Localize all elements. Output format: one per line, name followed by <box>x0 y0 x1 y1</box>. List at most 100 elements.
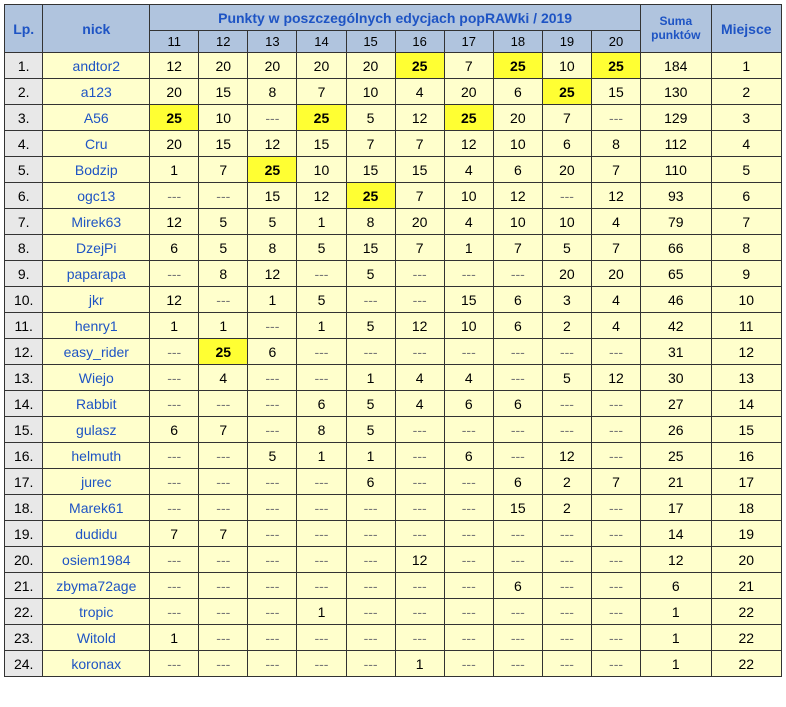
cell-value: 2 <box>542 495 591 521</box>
header-edition-20: 20 <box>591 31 640 53</box>
cell-value: 12 <box>395 105 444 131</box>
cell-value: 12 <box>591 365 640 391</box>
cell-value: --- <box>591 417 640 443</box>
cell-sum: 30 <box>641 365 711 391</box>
cell-value: 2 <box>542 469 591 495</box>
cell-value: --- <box>444 469 493 495</box>
cell-value: --- <box>542 417 591 443</box>
cell-value: 10 <box>297 157 346 183</box>
table-row: 12.easy_rider---256---------------------… <box>5 339 782 365</box>
cell-value: --- <box>444 573 493 599</box>
cell-value: --- <box>150 651 199 677</box>
cell-value: --- <box>542 573 591 599</box>
cell-value: --- <box>493 547 542 573</box>
cell-lp: 2. <box>5 79 43 105</box>
cell-value: --- <box>346 599 395 625</box>
cell-value: 5 <box>346 313 395 339</box>
cell-value: 7 <box>346 131 395 157</box>
cell-sum: 26 <box>641 417 711 443</box>
cell-value: 15 <box>248 183 297 209</box>
cell-lp: 3. <box>5 105 43 131</box>
cell-value: 1 <box>346 443 395 469</box>
table-row: 11.henry111---1512106244211 <box>5 313 782 339</box>
header-edition-19: 19 <box>542 31 591 53</box>
cell-value: 10 <box>493 209 542 235</box>
cell-value: --- <box>346 651 395 677</box>
cell-nick: easy_rider <box>43 339 150 365</box>
cell-lp: 13. <box>5 365 43 391</box>
cell-value: --- <box>199 183 248 209</box>
cell-value: 20 <box>493 105 542 131</box>
cell-value: --- <box>199 287 248 313</box>
cell-place: 11 <box>711 313 781 339</box>
cell-value: 15 <box>346 157 395 183</box>
cell-value: --- <box>591 651 640 677</box>
cell-sum: 27 <box>641 391 711 417</box>
cell-lp: 19. <box>5 521 43 547</box>
header-editions-title: Punkty w poszczególnych edycjach popRAWk… <box>150 5 641 31</box>
cell-value: 4 <box>444 157 493 183</box>
cell-value: 1 <box>248 287 297 313</box>
cell-value: --- <box>591 105 640 131</box>
cell-nick: dudidu <box>43 521 150 547</box>
cell-value: --- <box>248 391 297 417</box>
cell-value: --- <box>199 573 248 599</box>
cell-value: 5 <box>199 209 248 235</box>
cell-value: 1 <box>297 443 346 469</box>
header-sum: Sumapunktów <box>641 5 711 53</box>
cell-lp: 5. <box>5 157 43 183</box>
cell-value: 6 <box>150 417 199 443</box>
cell-lp: 17. <box>5 469 43 495</box>
table-body: 1.andtor2122020202025725102518412.a12320… <box>5 53 782 677</box>
cell-lp: 7. <box>5 209 43 235</box>
cell-nick: gulasz <box>43 417 150 443</box>
cell-sum: 79 <box>641 209 711 235</box>
cell-value: --- <box>395 287 444 313</box>
table-row: 4.Cru20151215771210681124 <box>5 131 782 157</box>
cell-sum: 6 <box>641 573 711 599</box>
cell-value: --- <box>297 573 346 599</box>
cell-value: 6 <box>493 79 542 105</box>
cell-value: --- <box>297 469 346 495</box>
cell-value: 12 <box>493 183 542 209</box>
cell-value: 12 <box>542 443 591 469</box>
cell-value: --- <box>199 443 248 469</box>
cell-lp: 4. <box>5 131 43 157</box>
cell-place: 9 <box>711 261 781 287</box>
cell-sum: 1 <box>641 651 711 677</box>
cell-value: --- <box>297 261 346 287</box>
cell-value: --- <box>346 521 395 547</box>
cell-value: --- <box>395 469 444 495</box>
cell-value: 20 <box>150 79 199 105</box>
cell-value: 6 <box>297 391 346 417</box>
cell-value: 25 <box>199 339 248 365</box>
cell-nick: DzejPi <box>43 235 150 261</box>
cell-place: 7 <box>711 209 781 235</box>
cell-lp: 1. <box>5 53 43 79</box>
cell-place: 16 <box>711 443 781 469</box>
table-row: 17.jurec------------6------6272117 <box>5 469 782 495</box>
cell-lp: 15. <box>5 417 43 443</box>
cell-value: --- <box>199 651 248 677</box>
cell-value: --- <box>395 339 444 365</box>
cell-value: --- <box>493 521 542 547</box>
cell-nick: helmuth <box>43 443 150 469</box>
cell-sum: 184 <box>641 53 711 79</box>
cell-place: 19 <box>711 521 781 547</box>
cell-value: --- <box>346 287 395 313</box>
cell-value: --- <box>395 521 444 547</box>
cell-value: --- <box>591 391 640 417</box>
cell-value: 5 <box>346 105 395 131</box>
cell-sum: 1 <box>641 625 711 651</box>
cell-value: --- <box>248 105 297 131</box>
cell-sum: 25 <box>641 443 711 469</box>
cell-value: 12 <box>297 183 346 209</box>
cell-value: --- <box>199 599 248 625</box>
cell-value: 12 <box>248 131 297 157</box>
cell-value: --- <box>542 521 591 547</box>
cell-value: 1 <box>150 313 199 339</box>
cell-lp: 21. <box>5 573 43 599</box>
cell-place: 22 <box>711 625 781 651</box>
cell-lp: 22. <box>5 599 43 625</box>
cell-value: 8 <box>199 261 248 287</box>
